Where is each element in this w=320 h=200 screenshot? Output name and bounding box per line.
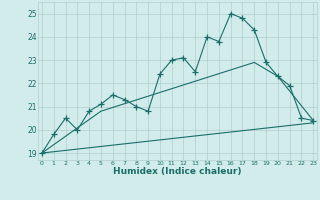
X-axis label: Humidex (Indice chaleur): Humidex (Indice chaleur) bbox=[113, 167, 242, 176]
